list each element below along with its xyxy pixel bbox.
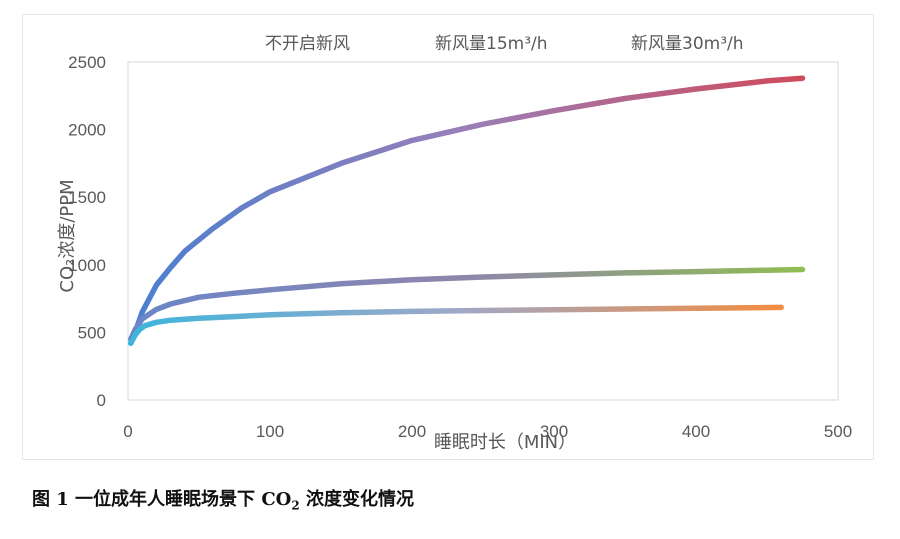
x-tick-label: 300 bbox=[540, 422, 568, 441]
chart-container: 0 500 1000 1500 2000 2500 0 100 200 300 400 500 CO₂浓… bbox=[22, 14, 874, 460]
series-line bbox=[128, 75, 806, 346]
x-tick-label: 200 bbox=[398, 422, 426, 441]
y-tick-label: 1500 bbox=[68, 188, 106, 207]
legend-label: 新风量30m³/h bbox=[631, 34, 744, 54]
figure-caption: 图 1 一位成年人睡眠场景下 CO2 浓度变化情况 bbox=[32, 485, 414, 513]
x-tick-label: 500 bbox=[824, 422, 852, 441]
legend-label: 不开启新风 bbox=[265, 34, 350, 54]
series-line bbox=[128, 266, 806, 342]
y-tick-label: 500 bbox=[78, 323, 106, 342]
series-line bbox=[128, 304, 784, 346]
x-tick-label: 100 bbox=[256, 422, 284, 441]
legend-label: 新风量15m³/h bbox=[435, 34, 548, 54]
caption-subscript: 2 bbox=[291, 498, 300, 513]
line-chart: 0 500 1000 1500 2000 2500 0 100 200 300 400 500 CO₂浓… bbox=[57, 34, 852, 453]
x-tick-label: 400 bbox=[682, 422, 710, 441]
y-tick-label: 2000 bbox=[68, 121, 106, 140]
x-tick-label: 0 bbox=[123, 422, 132, 441]
x-axis-title: 睡眠时长（MIN） bbox=[434, 432, 576, 453]
caption-suffix: 浓度变化情况 bbox=[299, 489, 414, 510]
plot-area-border bbox=[127, 61, 839, 401]
caption-prefix: 图 1 一位成年人睡眠场景下 CO bbox=[32, 489, 292, 510]
y-tick-label: 2500 bbox=[68, 53, 106, 72]
y-tick-label: 1000 bbox=[68, 256, 106, 275]
y-tick-label: 0 bbox=[97, 391, 106, 410]
y-axis-title: CO₂浓度/PPM bbox=[57, 179, 78, 292]
